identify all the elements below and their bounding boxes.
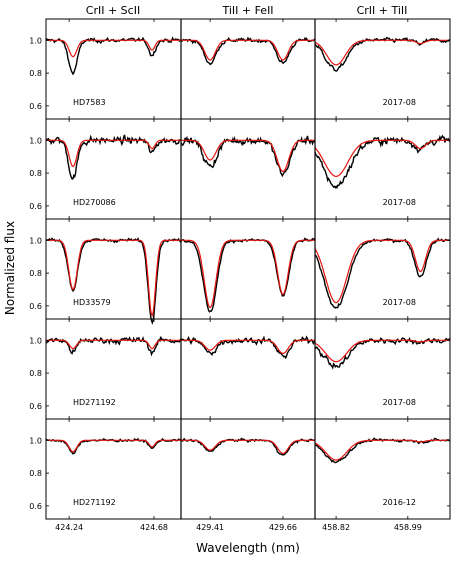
observed-spectrum-line — [180, 237, 316, 313]
observed-spectrum-line — [180, 335, 316, 360]
model-spectrum-line — [46, 139, 181, 168]
observed-spectrum-line — [45, 237, 182, 325]
x-tick-label: 429.41 — [196, 523, 224, 532]
observed-spectrum-line — [45, 437, 181, 455]
y-tick-label: 1.0 — [29, 236, 42, 245]
star-name-label: HD271192 — [73, 498, 116, 507]
y-tick-label: 1.0 — [29, 436, 42, 445]
epoch-label: 2017-08 — [383, 298, 416, 307]
model-spectrum-line — [314, 39, 450, 66]
x-tick-label: 424.24 — [55, 523, 83, 532]
observed-spectrum-line — [45, 335, 182, 357]
y-tick-label: 1.0 — [29, 136, 42, 145]
y-tick-label: 0.8 — [29, 469, 42, 478]
epoch-label: 2016-12 — [383, 498, 416, 507]
model-spectrum-line — [314, 139, 450, 178]
star-name-label: HD271192 — [73, 398, 116, 407]
y-axis-label: Normalized flux — [3, 221, 17, 315]
x-tick-label: 458.82 — [322, 523, 350, 532]
y-tick-label: 1.0 — [29, 336, 42, 345]
model-spectrum-line — [181, 439, 315, 455]
y-tick-label: 0.8 — [29, 169, 42, 178]
column-title-3: CrII + TiII — [357, 4, 408, 17]
y-tick-label: 0.6 — [29, 202, 42, 211]
observed-spectrum-line — [314, 437, 451, 464]
model-spectrum-line — [314, 339, 450, 363]
model-spectrum-line — [46, 439, 181, 453]
model-spectrum-line — [181, 239, 315, 309]
model-spectrum-line — [314, 439, 450, 461]
observed-spectrum-line — [180, 135, 316, 178]
y-tick-label: 0.8 — [29, 269, 42, 278]
epoch-label: 2017-08 — [383, 398, 416, 407]
y-tick-label: 0.8 — [29, 69, 42, 78]
observed-spectrum-line — [180, 36, 316, 66]
model-spectrum-line — [181, 339, 315, 355]
model-spectrum-line — [46, 339, 181, 350]
model-spectrum-line — [314, 239, 450, 304]
y-tick-label: 0.6 — [29, 402, 42, 411]
epoch-label: 2017-08 — [383, 198, 416, 207]
star-name-label: HD33579 — [73, 298, 111, 307]
observed-spectrum-line — [314, 336, 451, 370]
observed-spectrum-line — [314, 134, 451, 190]
model-spectrum-line — [181, 139, 315, 173]
observed-spectrum-line — [45, 134, 182, 180]
y-tick-label: 0.6 — [29, 102, 42, 111]
epoch-label: 2017-08 — [383, 98, 416, 107]
panel-frame — [45, 418, 451, 520]
model-spectrum-line — [46, 239, 181, 317]
model-spectrum-line — [181, 39, 315, 61]
column-title-2: TiII + FeII — [221, 4, 273, 17]
star-name-label: HD7583 — [73, 98, 106, 107]
y-tick-label: 0.6 — [29, 302, 42, 311]
column-title-1: CrII + ScII — [86, 4, 140, 17]
y-tick-label: 0.6 — [29, 502, 42, 511]
x-axis-label: Wavelength (nm) — [196, 541, 300, 555]
model-spectrum-line — [46, 39, 181, 58]
star-name-label: HD270086 — [73, 198, 116, 207]
y-tick-label: 1.0 — [29, 36, 42, 45]
x-tick-label: 429.66 — [269, 523, 297, 532]
x-tick-label: 458.99 — [394, 523, 422, 532]
y-tick-label: 0.8 — [29, 369, 42, 378]
observed-spectrum-line — [314, 36, 451, 72]
x-tick-label: 424.68 — [140, 523, 168, 532]
panels-group: 0.6 0.8 1.0 HD7583 2017-08 0.6 0.8 1.0 HD270086 2… — [29, 18, 451, 532]
